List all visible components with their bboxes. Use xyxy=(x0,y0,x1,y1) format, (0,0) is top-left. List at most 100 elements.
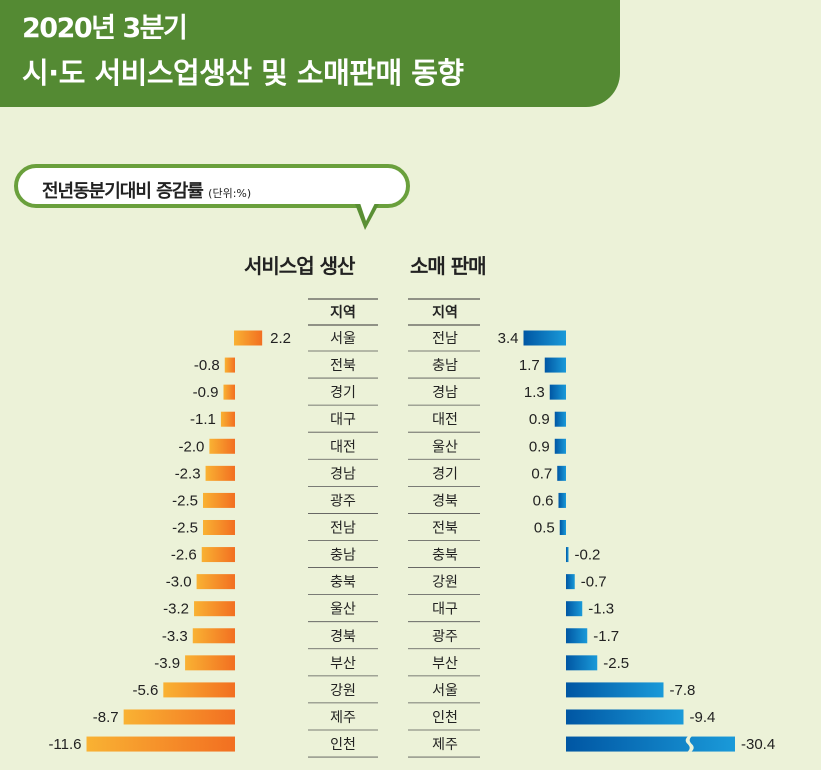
data-label: -2.5 xyxy=(172,492,198,509)
bar xyxy=(220,411,235,427)
bar xyxy=(123,709,235,725)
region-label: 인천 xyxy=(432,710,458,726)
title-period: 2020년 3분기 xyxy=(22,13,188,44)
region-label: 경기 xyxy=(330,385,356,401)
bar xyxy=(554,438,566,454)
bar xyxy=(163,682,235,698)
data-label: 0.9 xyxy=(529,411,550,428)
data-label: 0.5 xyxy=(534,519,555,536)
data-label: -3.2 xyxy=(163,601,189,618)
bar xyxy=(566,628,588,644)
region-label: 충남 xyxy=(330,548,356,564)
axis-break-mark xyxy=(685,736,694,752)
header-banner: 2020년 3분기 시·도 서비스업생산 및 소매판매 동향 xyxy=(0,0,620,107)
region-label: 부산 xyxy=(330,656,356,672)
data-label: -0.2 xyxy=(575,547,601,564)
bar xyxy=(209,438,235,454)
data-label: -1.7 xyxy=(593,628,619,645)
region-label: 광주 xyxy=(432,629,458,645)
page-title: 시·도 서비스업생산 및 소매판매 동향 xyxy=(22,56,464,90)
data-label: -0.7 xyxy=(581,574,607,591)
bar xyxy=(192,628,235,644)
region-label: 울산 xyxy=(432,439,458,455)
bar xyxy=(544,357,566,373)
region-label: 울산 xyxy=(330,602,356,618)
region-label: 충북 xyxy=(432,548,458,564)
data-label: -1.3 xyxy=(588,601,614,618)
speech-bubble: 전년동분기대비 증감률 (단위:%) xyxy=(14,164,410,208)
unit-label: (단위:%) xyxy=(208,187,252,200)
region-label: 광주 xyxy=(330,493,356,509)
bar xyxy=(566,547,569,563)
region-label: 서울 xyxy=(330,331,356,347)
bar xyxy=(566,736,735,752)
bar xyxy=(194,601,235,617)
bar xyxy=(566,709,684,725)
region-label: 전북 xyxy=(432,520,458,536)
bar xyxy=(566,574,575,590)
region-label: 부산 xyxy=(432,656,458,672)
region-label: 강원 xyxy=(432,575,458,591)
data-label: 0.7 xyxy=(531,465,552,482)
bar xyxy=(566,655,598,671)
region-label: 서울 xyxy=(432,683,458,699)
data-label: -8.7 xyxy=(93,709,119,726)
region-label: 경북 xyxy=(432,493,458,509)
data-label: -7.8 xyxy=(670,682,696,699)
region-label: 인천 xyxy=(330,737,356,753)
region-label: 전북 xyxy=(330,358,356,374)
bar xyxy=(549,384,566,400)
region-label: 충남 xyxy=(432,358,458,374)
data-label: -0.8 xyxy=(194,357,220,374)
data-label: 1.7 xyxy=(519,357,540,374)
data-label: -5.6 xyxy=(132,682,158,699)
region-label: 경남 xyxy=(432,385,458,401)
region-label: 전남 xyxy=(432,331,458,347)
bar xyxy=(234,330,263,346)
bar xyxy=(224,357,235,373)
data-label: -3.0 xyxy=(166,574,192,591)
region-label: 제주 xyxy=(432,737,458,753)
data-label: -3.3 xyxy=(162,628,188,645)
region-label: 경남 xyxy=(330,466,356,482)
column-header: 지역 xyxy=(330,304,356,321)
bar xyxy=(566,682,664,698)
data-label: -2.5 xyxy=(172,519,198,536)
region-label: 대전 xyxy=(330,439,356,455)
region-label: 제주 xyxy=(330,710,356,726)
data-label: -3.9 xyxy=(154,655,180,672)
data-label: -30.4 xyxy=(741,736,775,753)
region-label: 충북 xyxy=(330,575,356,591)
bar xyxy=(86,736,236,752)
right-chart-title: 소매 판매 xyxy=(410,254,487,278)
region-label: 전남 xyxy=(330,520,356,536)
bubble-title: 전년동분기대비 증감률 xyxy=(42,181,204,202)
bar xyxy=(203,519,235,535)
data-label: -2.3 xyxy=(175,465,201,482)
bar xyxy=(558,492,566,508)
bar xyxy=(557,465,566,481)
data-label: -2.6 xyxy=(171,547,197,564)
bar xyxy=(196,574,235,590)
region-label: 경북 xyxy=(330,629,356,645)
bar xyxy=(559,519,566,535)
data-label: -1.1 xyxy=(190,411,216,428)
bar xyxy=(203,492,235,508)
region-label: 강원 xyxy=(330,683,356,699)
left-chart-title: 서비스업 생산 xyxy=(244,254,355,278)
data-label: 1.3 xyxy=(524,384,545,401)
column-header: 지역 xyxy=(432,304,458,321)
bar xyxy=(523,330,566,346)
data-label: -2.0 xyxy=(179,438,205,455)
data-label: -0.9 xyxy=(193,384,219,401)
bar xyxy=(566,601,583,617)
bar xyxy=(201,547,235,563)
bar xyxy=(223,384,235,400)
region-label: 대구 xyxy=(330,412,356,428)
bar xyxy=(554,411,566,427)
data-label: 3.4 xyxy=(498,330,519,347)
region-label: 대구 xyxy=(432,602,458,618)
data-label: -11.6 xyxy=(48,736,81,753)
data-label: 2.2 xyxy=(270,330,291,347)
